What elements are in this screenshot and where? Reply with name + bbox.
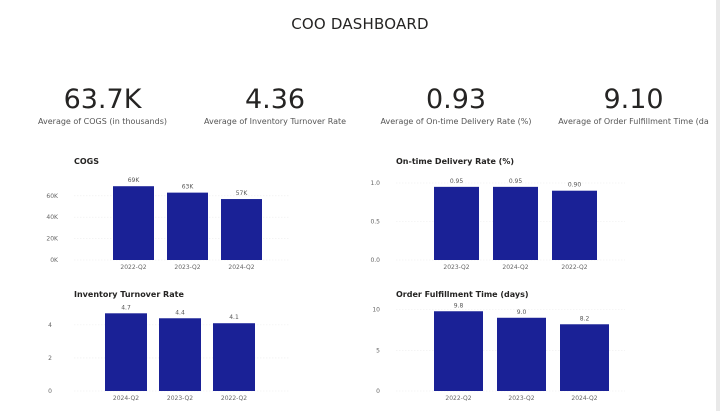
bar — [105, 313, 147, 391]
kpi-value: 0.93 — [425, 84, 487, 115]
x-tick-label: 2022-Q2 — [445, 395, 471, 402]
y-tick-label: 0 — [48, 388, 52, 395]
data-label: 63K — [182, 184, 195, 191]
x-tick-label: 2023-Q2 — [508, 395, 534, 402]
y-tick-label: 4 — [48, 322, 52, 329]
bar — [493, 186, 538, 260]
y-tick-label: 10 — [372, 307, 380, 314]
data-label: 4.4 — [175, 309, 185, 316]
y-tick-label: 20K — [46, 236, 59, 243]
kpi-value: 9.10 — [603, 86, 664, 115]
x-tick-label: 2024-Q2 — [502, 264, 528, 271]
page-title: COO DASHBOARD — [291, 15, 429, 33]
kpi-label: Average of On-time Delivery Rate (%) — [380, 117, 532, 126]
bar — [159, 318, 201, 391]
data-label: 4.7 — [121, 304, 131, 311]
kpi-label: Average of Order Fulfillment Time (da — [558, 117, 709, 126]
x-tick-label: 2024-Q2 — [228, 264, 254, 271]
chart-inventory-turnover: Inventory Turnover Rate — [74, 290, 314, 410]
y-tick-label: 5 — [376, 347, 380, 354]
chart-title: COGS — [74, 157, 99, 166]
kpi-label: Average of COGS (in thousands) — [38, 117, 167, 126]
chart-title: Inventory Turnover Rate — [74, 290, 184, 299]
kpi-card-inventory-turnover: 4.36 Average of Inventory Turnover Rate — [195, 86, 355, 134]
y-tick-label: 40K — [46, 214, 59, 221]
chart-on-time-delivery: On-time Delivery Rate (%) — [396, 157, 636, 277]
x-tick-label: 2023-Q2 — [167, 395, 193, 402]
data-label: 0.95 — [509, 178, 523, 185]
bar — [434, 186, 479, 260]
x-tick-label: 2022-Q2 — [561, 264, 587, 271]
kpi-card-cogs: 63.7K Average of COGS (in thousands) — [20, 86, 185, 134]
data-label: 0.95 — [450, 178, 464, 185]
data-label: 9.0 — [517, 309, 527, 316]
x-tick-label: 2023-Q2 — [443, 264, 469, 271]
y-tick-label: 1.0 — [370, 180, 380, 187]
x-tick-label: 2023-Q2 — [174, 264, 200, 271]
x-tick-label: 2022-Q2 — [221, 395, 247, 402]
data-label: 57K — [236, 190, 249, 197]
y-tick-label: 0.0 — [370, 257, 380, 264]
kpi-value: 63.7K — [63, 84, 142, 115]
y-tick-label: 0.5 — [370, 219, 380, 226]
kpi-label: Average of Inventory Turnover Rate — [203, 117, 347, 126]
data-label: 69K — [128, 177, 141, 184]
y-tick-label: 60K — [46, 193, 59, 200]
y-tick-label: 2 — [48, 355, 52, 362]
x-tick-label: 2022-Q2 — [120, 264, 146, 271]
bar — [113, 186, 154, 260]
bar — [213, 323, 255, 391]
x-tick-label: 2024-Q2 — [571, 395, 597, 402]
chart-svg: 0 2 4 4.7 2024-Q2 4.4 2023-Q2 4.1 2022-Q2 — [48, 304, 290, 402]
bar — [221, 199, 262, 260]
y-tick-label: 0K — [50, 257, 59, 264]
chart-order-fulfillment: Order Fulfillment Time (days) — [396, 290, 636, 410]
kpi-value: 4.36 — [244, 84, 306, 115]
chart-title: On-time Delivery Rate (%) — [396, 157, 514, 166]
bar — [560, 324, 609, 391]
data-label: 0.90 — [568, 182, 582, 189]
y-tick-label: 0 — [376, 388, 380, 395]
data-label: 9.8 — [454, 302, 464, 309]
data-label: 4.1 — [229, 314, 239, 321]
chart-title: Order Fulfillment Time (days) — [396, 290, 529, 299]
kpi-card-on-time-delivery: 0.93 Average of On-time Delivery Rate (%… — [376, 86, 536, 134]
bar — [497, 317, 546, 391]
data-label: 8.2 — [580, 315, 590, 322]
bar — [552, 190, 597, 260]
bar — [434, 311, 483, 391]
chart-svg: 0K 20K 40K 60K 69K 2022-Q2 63K 2023-Q2 57K 2024-Q… — [46, 177, 290, 271]
right-scroll-strip[interactable] — [716, 0, 720, 411]
chart-svg: 0 5 10 9.8 2022-Q2 9.0 2023-Q2 8.2 2024-Q2 — [372, 302, 625, 402]
chart-svg: 0.0 0.5 1.0 0.95 2023-Q2 0.95 2024-Q2 0.90 2022-… — [370, 178, 625, 271]
kpi-card-order-fulfillment: 9.10 Average of Order Fulfillment Time (… — [552, 86, 715, 134]
x-tick-label: 2024-Q2 — [113, 395, 139, 402]
chart-cogs: COGS — [74, 157, 314, 277]
bar — [167, 192, 208, 260]
